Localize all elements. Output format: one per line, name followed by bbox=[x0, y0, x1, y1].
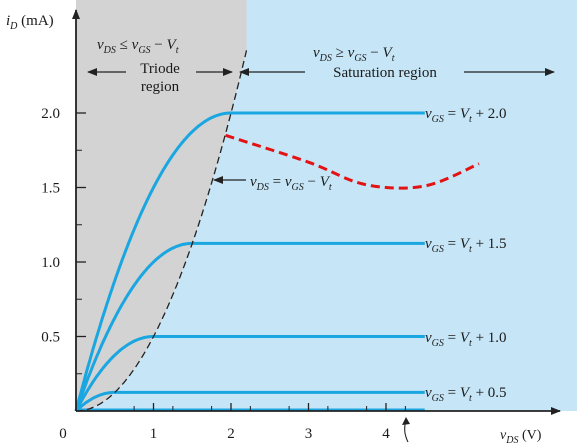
x-tick-label: 3 bbox=[305, 426, 313, 442]
red-dashed-overlay-curve bbox=[225, 133, 480, 190]
axis-ticks bbox=[76, 112, 387, 411]
boundary-annotation-label: vDS = vGS − Vt bbox=[250, 174, 332, 193]
y-tick-label: 1.5 bbox=[41, 181, 60, 197]
series-curve-2 bbox=[74, 241, 425, 412]
curve-label-vgs-1-0: vGS = Vt + 1.0 bbox=[425, 330, 507, 349]
saturation-name-label: Saturation region bbox=[333, 65, 437, 81]
x-tick-label: 1 bbox=[150, 426, 158, 442]
saturation-condition-label: vDS ≥ vGS − Vt bbox=[313, 45, 395, 64]
series-curve-4 bbox=[74, 390, 425, 413]
y-tick-label: 2.0 bbox=[41, 106, 60, 122]
y-axis-label: iD (mA) bbox=[6, 13, 54, 32]
triode-name-line1: Triode bbox=[140, 61, 180, 77]
curve-label-vgs-1-5: vGS = Vt + 1.5 bbox=[425, 236, 507, 255]
x-tick-label: 2 bbox=[227, 426, 235, 442]
y-tick-label: 1.0 bbox=[41, 255, 60, 271]
x-tick-label: 0 bbox=[59, 426, 67, 442]
series-curve-1 bbox=[74, 111, 425, 412]
saturation-boundary-curve bbox=[76, 50, 248, 412]
y-tick-label: 0.5 bbox=[41, 330, 60, 346]
curve-label-vgs-2-0: vGS = Vt + 2.0 bbox=[425, 106, 507, 125]
triode-condition-label: vDS ≤ vGS − Vt bbox=[97, 37, 179, 56]
saturation-region-fill bbox=[76, 0, 577, 411]
series-curve-3 bbox=[74, 335, 425, 412]
characteristic-curves bbox=[74, 111, 425, 413]
triode-name-line2: region bbox=[141, 79, 180, 95]
x-tick-label: 4 bbox=[382, 426, 390, 442]
curve-label-vgs-0-5: vGS = Vt + 0.5 bbox=[425, 385, 507, 404]
pointer-arrow-head bbox=[402, 417, 410, 425]
x-axis-label: vDS (V) bbox=[500, 428, 542, 446]
axis-minor-ticks bbox=[76, 149, 406, 411]
tick-labels: 0 1 2 3 4 0.5 1.0 1.5 2.0 bbox=[41, 106, 390, 442]
